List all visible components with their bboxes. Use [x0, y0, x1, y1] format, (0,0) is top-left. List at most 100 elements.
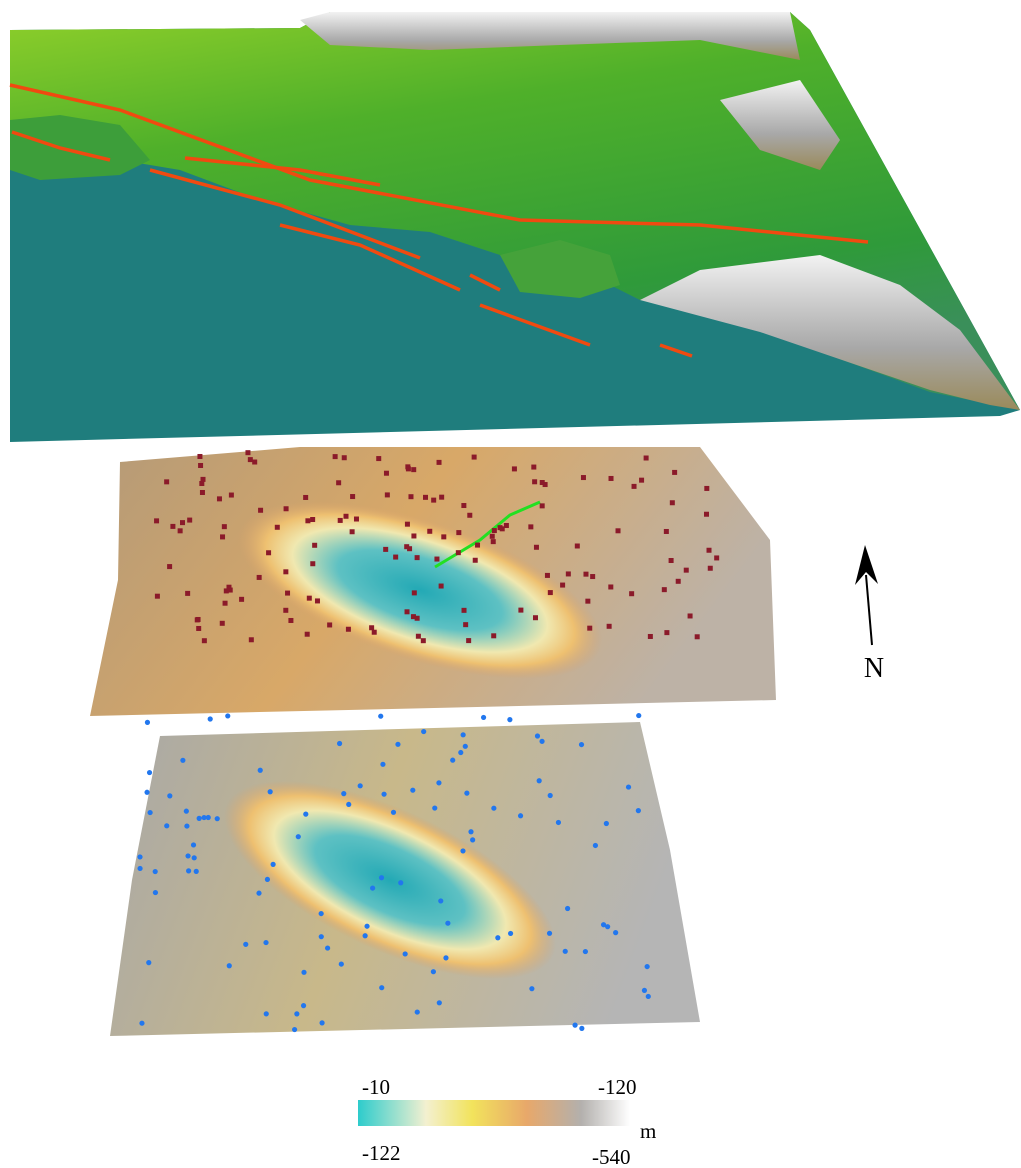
point: [153, 869, 158, 874]
point: [463, 744, 468, 749]
point: [432, 805, 437, 810]
point: [346, 627, 351, 632]
point: [248, 457, 253, 462]
point: [405, 609, 410, 614]
point: [215, 816, 220, 821]
point: [325, 945, 330, 950]
point: [284, 506, 289, 511]
point: [508, 931, 513, 936]
point: [648, 634, 653, 639]
point: [531, 465, 536, 470]
point: [616, 528, 621, 533]
point: [310, 517, 315, 522]
point: [579, 1026, 584, 1031]
point: [383, 547, 388, 552]
point: [438, 898, 443, 903]
point: [466, 638, 471, 643]
point: [585, 599, 590, 604]
point: [275, 525, 280, 530]
point: [405, 522, 410, 527]
point: [547, 931, 552, 936]
point: [301, 970, 306, 975]
point: [227, 963, 232, 968]
point: [201, 477, 206, 482]
point: [491, 806, 496, 811]
point: [312, 543, 317, 548]
point: [460, 848, 465, 853]
point: [560, 583, 565, 588]
point: [645, 964, 650, 969]
point: [137, 866, 142, 871]
point: [271, 862, 276, 867]
point: [384, 471, 389, 476]
point: [545, 573, 550, 578]
point: [662, 587, 667, 592]
point: [462, 608, 467, 613]
point: [664, 529, 669, 534]
point: [243, 942, 248, 947]
point: [338, 518, 343, 523]
point: [504, 523, 509, 528]
point: [684, 568, 689, 573]
point: [423, 495, 428, 500]
point: [197, 454, 202, 459]
point: [492, 528, 497, 533]
point: [217, 496, 222, 501]
point: [529, 986, 534, 991]
point: [363, 933, 368, 938]
point: [583, 572, 588, 577]
point: [669, 558, 674, 563]
point: [194, 869, 199, 874]
point: [229, 493, 234, 498]
point: [412, 590, 417, 595]
point: [185, 853, 190, 858]
point: [498, 525, 503, 530]
point: [153, 890, 158, 895]
point: [403, 951, 408, 956]
point: [263, 940, 268, 945]
point: [288, 618, 293, 623]
point: [319, 1020, 324, 1025]
point: [437, 1000, 442, 1005]
point: [543, 482, 548, 487]
point: [283, 569, 288, 574]
point: [265, 877, 270, 882]
point: [208, 716, 213, 721]
point: [170, 524, 175, 529]
point: [528, 524, 533, 529]
point: [507, 717, 512, 722]
point: [206, 815, 211, 820]
point: [535, 733, 540, 738]
point: [268, 789, 273, 794]
point: [632, 484, 637, 489]
point: [556, 820, 561, 825]
point: [581, 475, 586, 480]
point: [672, 470, 677, 475]
legend-label: -540: [592, 1145, 631, 1168]
point: [670, 500, 675, 505]
point: [285, 591, 290, 596]
point: [642, 988, 647, 993]
point: [416, 634, 421, 639]
point: [337, 741, 342, 746]
figure: N -10 -120 -122 -540 m: [0, 0, 1021, 1168]
legend-label: -120: [598, 1075, 637, 1099]
point: [467, 513, 472, 518]
point: [593, 843, 598, 848]
point: [164, 823, 169, 828]
point: [305, 518, 310, 523]
point: [601, 922, 606, 927]
point: [294, 1011, 299, 1016]
point: [358, 783, 363, 788]
point: [195, 617, 200, 622]
point: [180, 758, 185, 763]
point: [184, 809, 189, 814]
point: [155, 594, 160, 599]
point: [145, 720, 150, 725]
point: [533, 615, 538, 620]
point: [220, 621, 225, 626]
point: [378, 714, 383, 719]
point: [473, 558, 478, 563]
point: [369, 625, 374, 630]
point: [336, 480, 341, 485]
